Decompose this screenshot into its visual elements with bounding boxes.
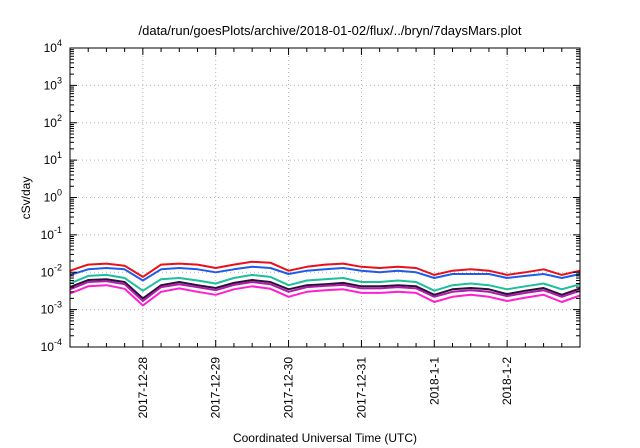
x-tick-label: 2017-12-29 [209,357,223,419]
series-line-1 [69,260,581,278]
series-layer [69,260,581,307]
x-axis: 2017-12-28 2017-12-29 2017-12-30 2017-12-31… [87,48,563,419]
y-tick-label: 10-3 [41,300,62,317]
x-tick-label: 2018-1-2 [500,357,514,405]
x-tick-label: 2017-12-31 [354,357,368,419]
y-tick-label: 101 [44,150,62,167]
y-axis: 104 103 102 101 100 10-1 10-2 10-3 10-4 [41,38,580,354]
x-axis-label: Coordinated Universal Time (UTC) [233,431,417,445]
y-axis-label: cSv/day [19,177,33,220]
y-tick-label: 10-1 [41,225,62,242]
y-tick-label: 103 [44,75,62,92]
y-tick-label: 10-4 [41,337,62,354]
series-line-4 [69,278,581,300]
x-tick-label: 2017-12-30 [282,357,296,419]
y-tick-label: 10-2 [41,262,62,279]
series-line-3 [69,273,581,292]
series-line-6 [69,284,581,307]
x-tick-label: 2017-12-28 [136,357,150,419]
chart-title: /data/run/goesPlots/archive/2018-01-02/f… [139,23,522,38]
y-tick-label: 104 [44,38,62,55]
series-line-5 [69,280,581,302]
series-line-2 [69,265,581,282]
y-tick-label: 102 [44,113,62,130]
y-tick-label: 100 [44,188,62,205]
x-tick-label: 2018-1-1 [427,357,441,405]
